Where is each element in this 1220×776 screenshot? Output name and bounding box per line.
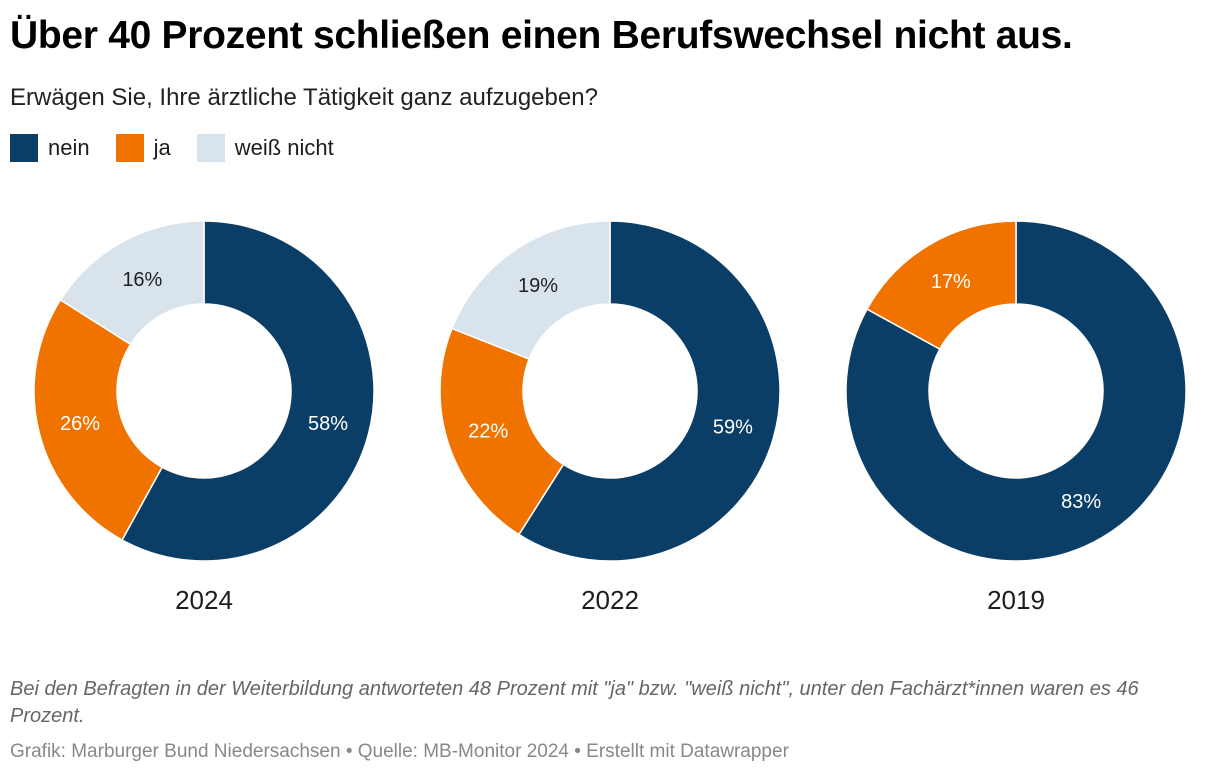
data-label: 19% [518, 275, 558, 297]
year-label: 2019 [987, 585, 1045, 615]
legend-item-nein: nein [10, 134, 90, 162]
legend-swatch [196, 134, 225, 162]
year-label: 2024 [175, 585, 233, 615]
data-label: 17% [931, 271, 971, 293]
donut-slice-wei-nicht [59, 220, 205, 346]
legend-item-weiss-nicht: weiß nicht [196, 134, 334, 162]
donut-slice-nein [517, 220, 781, 562]
year-label: 2022 [581, 585, 639, 615]
data-label: 22% [468, 421, 508, 443]
legend-swatch [115, 134, 144, 162]
legend: nein ja weiß nicht [10, 134, 360, 162]
donut-slice-nein [845, 220, 1187, 562]
chart-subtitle: Erwägen Sie, Ihre ärztliche Tätigkeit ga… [10, 84, 598, 111]
donut-slice-ja [866, 220, 1017, 351]
donut-charts: 58% 26% 16% 2024 59% 22% 19% 2022 83% 17% 2019 [33, 220, 1187, 615]
chart-footer: Grafik: Marburger Bund Niedersachsen • Q… [10, 741, 789, 762]
data-label: 83% [1061, 491, 1101, 513]
data-label: 16% [122, 269, 162, 291]
legend-swatch [10, 134, 38, 162]
donut-slice-wei-nicht [450, 220, 611, 360]
legend-label: weiß nicht [234, 135, 334, 160]
legend-label: nein [48, 135, 90, 160]
chart-title: Über 40 Prozent schließen einen Berufswe… [10, 14, 1073, 57]
legend-label: ja [153, 135, 171, 160]
data-label: 58% [308, 413, 348, 435]
donut-slice-ja [33, 298, 164, 541]
chart-note: Bei den Befragten in der Weiterbildung a… [10, 678, 1139, 727]
data-label: 26% [60, 413, 100, 435]
donut-slice-nein [121, 220, 375, 562]
legend-item-ja: ja [115, 134, 171, 162]
donut-slice-ja [439, 327, 565, 536]
data-label: 59% [713, 417, 753, 439]
